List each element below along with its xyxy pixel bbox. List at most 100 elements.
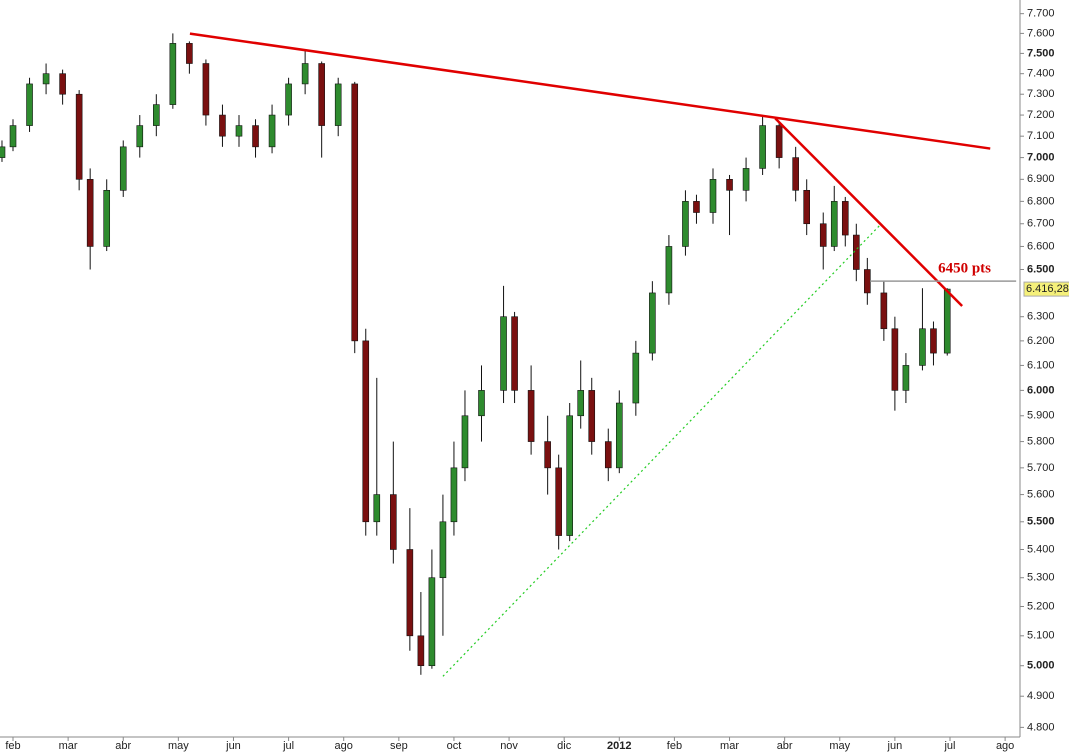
candle-body — [682, 201, 689, 247]
candle-body — [301, 63, 309, 85]
candle-body — [478, 390, 485, 417]
candle-body — [268, 114, 276, 148]
candle-body — [169, 43, 177, 105]
candle-body — [792, 157, 799, 191]
candle-body — [450, 467, 458, 523]
candle-body — [742, 168, 750, 191]
candle-body — [902, 365, 910, 391]
x-tick-label: oct — [447, 740, 462, 752]
trend-line — [189, 32, 991, 150]
y-tick-label: 6.200 — [1027, 335, 1055, 347]
y-tick-label: 7.500 — [1027, 47, 1055, 59]
candle-body — [406, 549, 414, 637]
candle-body — [103, 190, 111, 247]
candle-body — [604, 441, 612, 469]
candle-body — [759, 125, 766, 169]
candle-body — [136, 125, 144, 148]
y-tick-label: 7.100 — [1027, 130, 1055, 142]
candle-body — [880, 292, 888, 330]
candle-body — [351, 83, 359, 342]
y-tick-label: 7.000 — [1027, 152, 1055, 164]
x-tick-label: jun — [225, 740, 241, 752]
candle-body — [285, 83, 292, 116]
x-tick-label: ago — [335, 740, 353, 752]
candle-body — [26, 83, 33, 126]
candle-body — [864, 269, 871, 294]
x-tick-label: may — [829, 740, 850, 752]
candle-body — [373, 494, 381, 523]
candle-body — [615, 402, 623, 469]
y-tick-label: 5.300 — [1027, 572, 1055, 584]
candle-body — [461, 415, 469, 469]
y-tick-label: 5.700 — [1027, 462, 1055, 474]
y-tick-label: 7.300 — [1027, 88, 1055, 100]
candle-body — [219, 114, 226, 137]
candle-body — [0, 146, 6, 158]
y-tick-label: 5.500 — [1027, 516, 1055, 528]
x-tick-label: jul — [943, 740, 955, 752]
y-tick-label: 6.900 — [1027, 173, 1055, 185]
y-tick-label: 5.900 — [1027, 410, 1055, 422]
x-tick-label: mar — [720, 740, 739, 752]
y-tick-label: 6.600 — [1027, 240, 1055, 252]
x-tick-label: jul — [282, 740, 294, 752]
trend-line — [774, 117, 964, 307]
y-tick-label: 7.200 — [1027, 109, 1055, 121]
candle-body — [726, 179, 733, 191]
y-tick-label: 6.500 — [1027, 263, 1055, 275]
level-label: 6450 pts — [938, 261, 991, 277]
candle-body — [500, 316, 507, 391]
candle-body — [891, 328, 899, 391]
x-tick-label: abr — [777, 740, 793, 752]
y-tick-label: 6.300 — [1027, 311, 1055, 323]
candle-body — [919, 328, 926, 366]
y-tick-label: 5.000 — [1027, 660, 1055, 672]
y-tick-label: 6.000 — [1027, 384, 1055, 396]
y-tick-label: 4.800 — [1027, 721, 1055, 733]
candle-body — [511, 316, 518, 391]
candle-body — [819, 223, 827, 247]
x-tick-label: 2012 — [607, 740, 631, 752]
candle-body — [318, 63, 325, 126]
candle-body — [632, 352, 640, 404]
y-tick-label: 5.600 — [1027, 488, 1055, 500]
candle-body — [709, 179, 717, 213]
candle-body — [390, 494, 397, 550]
x-tick-label: ago — [996, 740, 1014, 752]
candle-body — [803, 190, 810, 225]
y-tick-label: 6.700 — [1027, 218, 1055, 230]
candle-body — [202, 63, 210, 116]
candle-body — [544, 441, 551, 469]
candle-body — [566, 415, 573, 536]
x-tick-label: nov — [500, 740, 518, 752]
candle-body — [9, 125, 17, 148]
y-tick-label: 5.100 — [1027, 630, 1055, 642]
candle-body — [527, 390, 535, 442]
y-tick-label: 7.400 — [1027, 68, 1055, 80]
x-tick-label: sep — [390, 740, 408, 752]
y-tick-label: 6.800 — [1027, 195, 1055, 207]
x-tick-label: abr — [115, 740, 131, 752]
candle-body — [665, 246, 673, 294]
y-tick-label: 7.700 — [1027, 8, 1055, 20]
candle-body — [186, 43, 193, 64]
candle-body — [42, 73, 50, 85]
candle-body — [428, 577, 436, 667]
candle-body — [930, 328, 937, 354]
x-tick-label: mar — [59, 740, 78, 752]
y-tick-label: 5.400 — [1027, 543, 1055, 555]
candle-body — [235, 125, 243, 137]
candle-body — [943, 288, 951, 354]
last-price-label: 6.416,28 — [1026, 283, 1069, 295]
candle-body — [439, 521, 447, 579]
y-tick-label: 4.900 — [1027, 690, 1055, 702]
candle-body — [588, 390, 596, 442]
candle-body — [649, 292, 656, 354]
candle-body — [775, 125, 783, 158]
x-tick-label: jun — [887, 740, 903, 752]
candle-body — [334, 83, 342, 126]
candle-body — [153, 104, 160, 126]
y-tick-label: 7.600 — [1027, 27, 1055, 39]
